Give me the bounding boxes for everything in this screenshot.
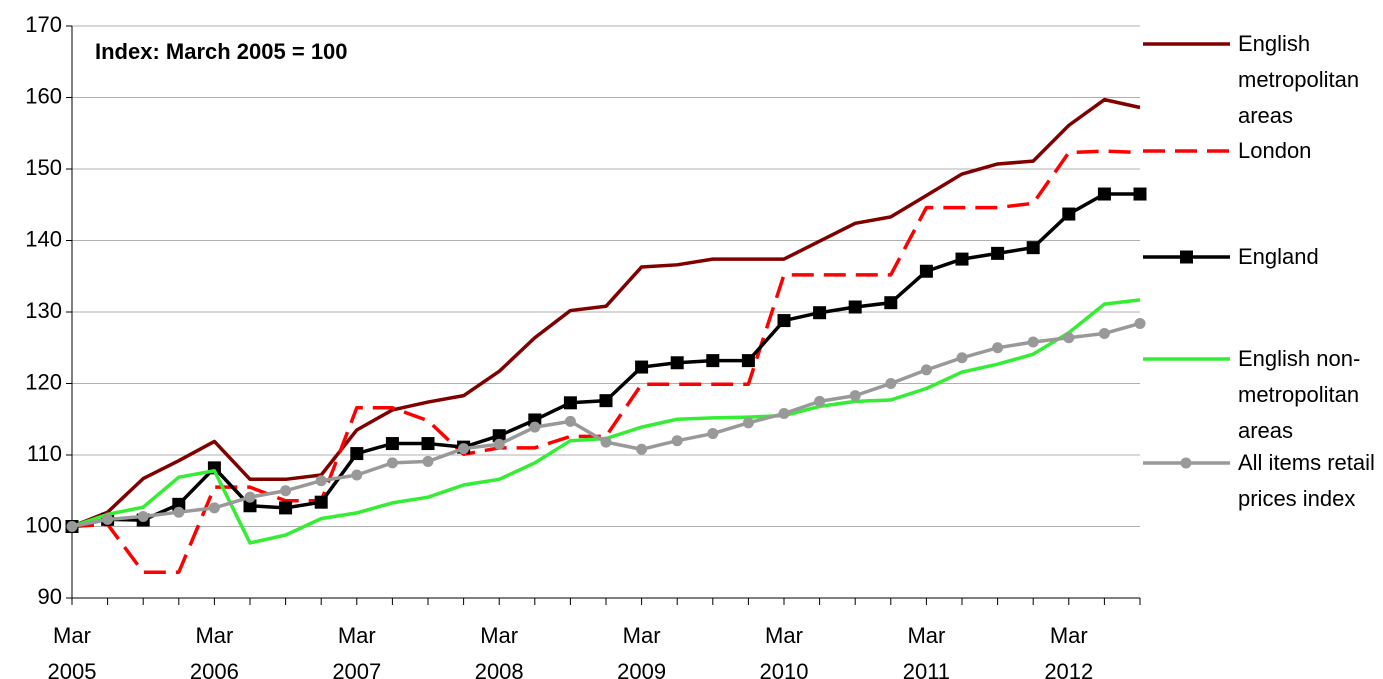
marker xyxy=(350,447,364,461)
marker xyxy=(814,395,826,407)
y-tick-label: 110 xyxy=(27,441,62,466)
marker xyxy=(279,501,293,515)
marker xyxy=(385,437,399,451)
marker xyxy=(778,408,790,420)
x-tick-label: Mar 2010 xyxy=(759,623,809,679)
legend-label: English non-metropolitan areas xyxy=(1238,346,1361,443)
series-line xyxy=(71,149,1141,575)
series-line xyxy=(71,97,1141,529)
legend-label: English metropolitan areas xyxy=(1238,31,1360,128)
marker xyxy=(1133,187,1147,201)
x-tick-label: Mar 2011 xyxy=(902,623,951,679)
marker xyxy=(955,252,969,266)
marker xyxy=(1097,187,1111,201)
marker xyxy=(173,506,185,518)
legend-label: London xyxy=(1238,138,1312,163)
marker xyxy=(1098,327,1110,339)
x-tick-label: Mar 2009 xyxy=(617,623,667,679)
marker xyxy=(1026,241,1040,255)
marker xyxy=(849,390,861,402)
marker xyxy=(172,497,186,511)
y-tick-label: 100 xyxy=(25,512,62,537)
legend-label: England xyxy=(1238,244,1319,269)
marker xyxy=(992,342,1004,354)
marker xyxy=(707,428,719,440)
x-tick-label: Mar 2012 xyxy=(1044,623,1094,679)
legend-label: All items retail prices index xyxy=(1238,450,1375,511)
marker xyxy=(422,455,434,467)
marker xyxy=(1134,317,1146,329)
y-tick-label: 170 xyxy=(25,12,62,37)
x-tick-label: Mar 2008 xyxy=(474,623,524,679)
x-tick-label: Mar 2005 xyxy=(47,623,97,679)
series-line xyxy=(71,298,1141,545)
marker xyxy=(671,435,683,447)
marker xyxy=(386,457,398,469)
marker xyxy=(529,421,541,433)
y-tick-label: 130 xyxy=(25,298,62,323)
marker xyxy=(813,306,827,320)
marker xyxy=(706,354,720,368)
marker xyxy=(636,443,648,455)
marker xyxy=(564,415,576,427)
marker xyxy=(314,495,328,509)
marker xyxy=(137,510,149,522)
marker xyxy=(458,443,470,455)
x-tick-label: Mar 2006 xyxy=(189,623,239,679)
y-tick-label: 140 xyxy=(25,226,62,251)
marker xyxy=(599,394,613,408)
marker xyxy=(600,436,612,448)
marker xyxy=(421,437,435,451)
marker xyxy=(493,438,505,450)
marker xyxy=(280,485,292,497)
series-line xyxy=(71,321,1141,529)
marker xyxy=(884,296,898,310)
marker xyxy=(670,356,684,370)
y-tick-label: 150 xyxy=(25,155,62,180)
marker xyxy=(919,264,933,278)
legend-marker xyxy=(1180,250,1193,264)
marker xyxy=(563,396,577,410)
marker xyxy=(1063,332,1075,344)
marker xyxy=(1062,207,1076,221)
marker xyxy=(244,491,256,503)
marker xyxy=(1027,336,1039,348)
series-line xyxy=(71,192,1140,529)
marker xyxy=(991,246,1005,260)
annotation: Index: March 2005 = 100 xyxy=(95,39,348,64)
marker xyxy=(848,300,862,314)
marker xyxy=(315,475,327,487)
marker xyxy=(208,502,220,514)
marker xyxy=(243,499,257,513)
x-tick-label: Mar 2007 xyxy=(332,623,382,679)
marker xyxy=(102,513,114,525)
marker xyxy=(351,469,363,481)
y-tick-label: 120 xyxy=(25,369,62,394)
marker xyxy=(920,364,932,376)
marker xyxy=(741,354,755,368)
marker xyxy=(66,521,78,532)
y-tick-label: 160 xyxy=(25,83,62,108)
marker xyxy=(885,378,897,389)
marker xyxy=(742,417,754,429)
y-tick-label: 90 xyxy=(38,584,62,609)
legend-marker xyxy=(1180,457,1192,469)
marker xyxy=(956,352,968,364)
marker xyxy=(777,314,791,328)
marker xyxy=(635,360,649,374)
marker xyxy=(492,429,506,443)
